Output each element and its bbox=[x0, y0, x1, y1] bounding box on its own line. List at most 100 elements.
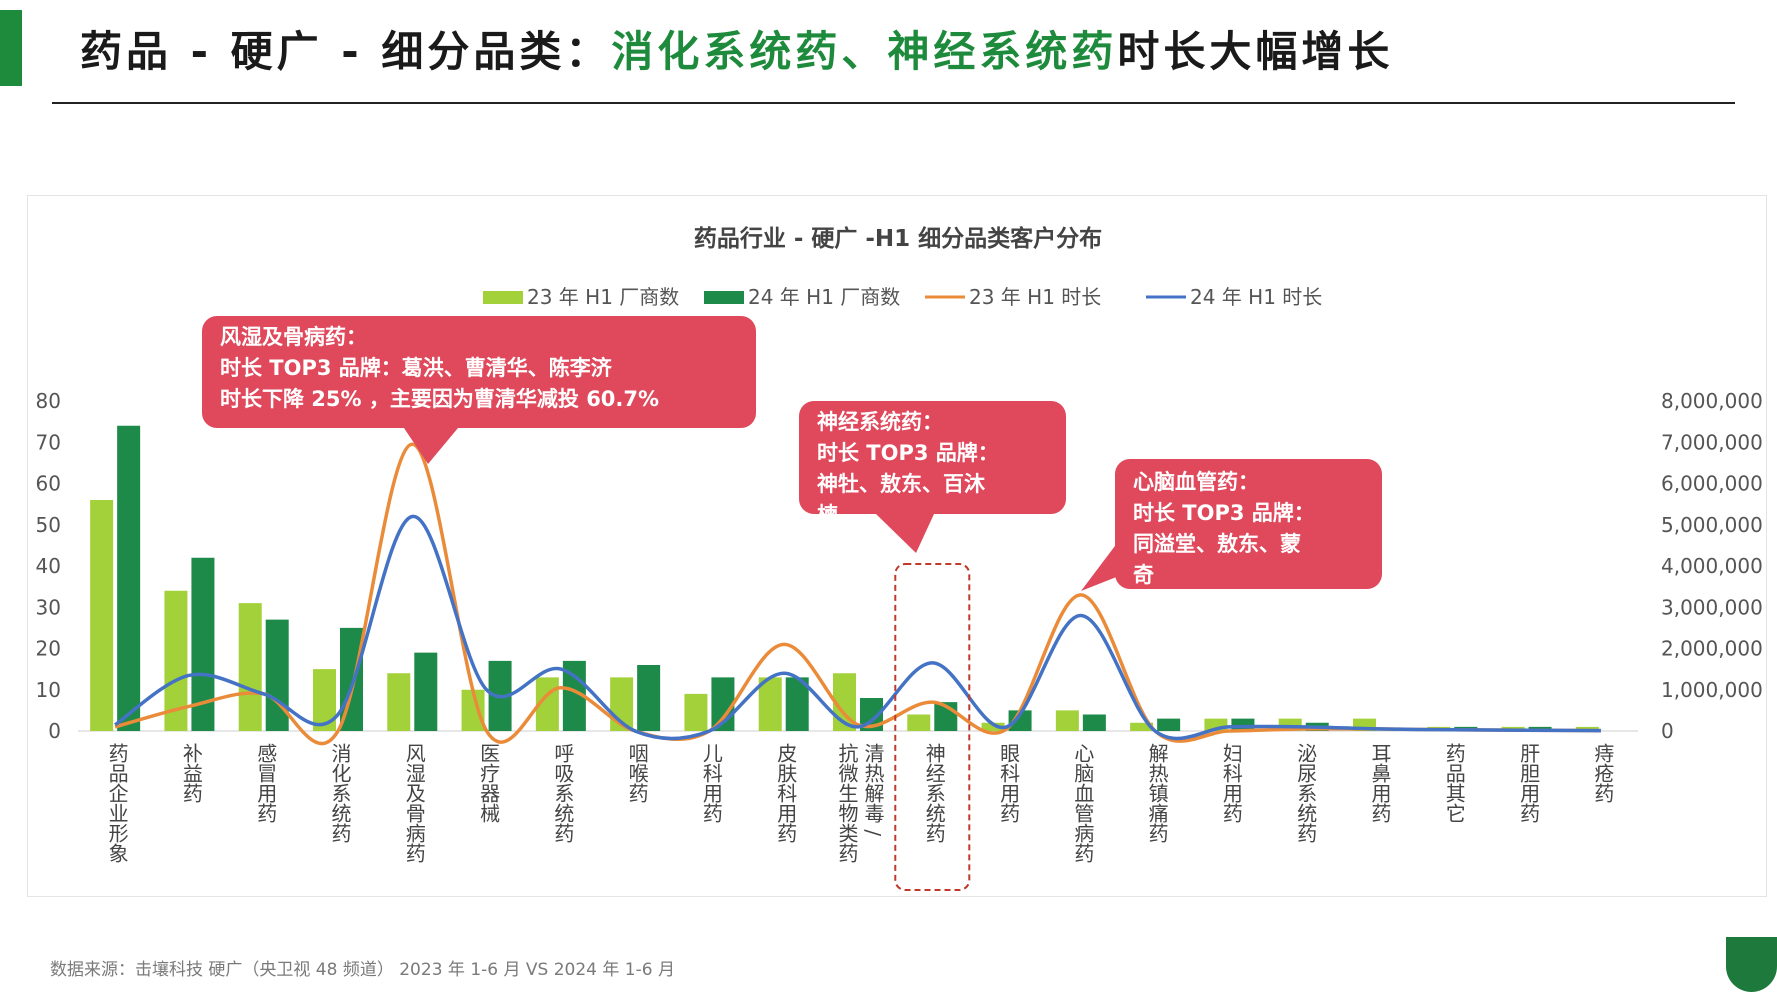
category-label: 清热解毒 / bbox=[861, 743, 885, 837]
right-axis-tick: 7,000,000 bbox=[1661, 430, 1763, 454]
category-label: 眼科用药 bbox=[997, 743, 1021, 823]
category-label: 药品企业形象 bbox=[105, 743, 129, 863]
right-axis-tick: 1,000,000 bbox=[1661, 678, 1763, 702]
bar-23-h1 bbox=[1130, 722, 1154, 731]
bar-23-h1 bbox=[684, 693, 708, 731]
bar-24-h1 bbox=[785, 677, 809, 731]
callout-box bbox=[202, 316, 756, 428]
left-axis-tick: 40 bbox=[36, 554, 61, 578]
page-title-prefix: 药品 - 硬广 - 细分品类： bbox=[80, 27, 612, 76]
data-source-note: 数据来源：击壤科技 硬广（央卫视 48 频道） 2023 年 1-6 月 VS … bbox=[50, 960, 675, 980]
category-label: 儿科用药 bbox=[699, 743, 723, 823]
callout-text: 时长下降 25% ，主要因为曹清华减投 60.7% bbox=[220, 387, 659, 411]
category-label: 皮肤科用药 bbox=[774, 743, 798, 843]
bar-23-h1 bbox=[1055, 710, 1079, 731]
category-label: 神经系统药 bbox=[922, 743, 946, 843]
left-axis-tick: 60 bbox=[36, 472, 61, 496]
callout-text: 神经系统药： bbox=[817, 410, 943, 434]
category-label: 药品其它 bbox=[1442, 743, 1466, 823]
right-axis-tick: 6,000,000 bbox=[1661, 472, 1763, 496]
left-axis-tick: 10 bbox=[36, 678, 61, 702]
category-label: 解热镇痛药 bbox=[1145, 743, 1169, 843]
bar-23-h1 bbox=[907, 714, 931, 731]
category-label: 心脑血管病药 bbox=[1071, 743, 1095, 863]
bar-24-h1 bbox=[191, 557, 215, 731]
left-axis-tick: 50 bbox=[36, 513, 61, 537]
left-axis-tick: 70 bbox=[36, 430, 61, 454]
category-label: 泌尿系统药 bbox=[1294, 743, 1318, 843]
callout-text: 楝 bbox=[817, 503, 838, 527]
bar-24-h1 bbox=[637, 665, 661, 731]
category-label: 妇科用药 bbox=[1219, 743, 1243, 823]
title-divider bbox=[52, 102, 1735, 104]
callout-text: 时长 TOP3 品牌：葛洪、曹清华、陈李济 bbox=[220, 356, 613, 380]
legend-swatch-2 bbox=[704, 291, 744, 304]
legend-swatch-1 bbox=[483, 291, 523, 304]
left-axis-tick: 30 bbox=[36, 595, 61, 619]
line-24-h1-duration bbox=[114, 514, 1601, 741]
category-label: 风湿及骨病药 bbox=[402, 743, 426, 863]
right-axis-tick: 8,000,000 bbox=[1661, 389, 1763, 413]
chart-container: 药品行业 - 硬广 -H1 细分品类客户分布 23 年 H1 厂商数 24 年 H1… bbox=[27, 195, 1767, 897]
bar-24-h1 bbox=[1157, 718, 1181, 731]
legend-label-4: 24 年 H1 时长 bbox=[1190, 285, 1322, 309]
callout-text: 心脑血管药： bbox=[1133, 470, 1259, 494]
category-label: 补益药 bbox=[179, 743, 203, 803]
category-label: 医疗器械 bbox=[477, 743, 501, 823]
legend-label-1: 23 年 H1 厂商数 bbox=[527, 285, 679, 309]
page-title-highlight: 消化系统药、神经系统药 bbox=[611, 27, 1118, 76]
callout-box bbox=[1115, 459, 1382, 589]
chart-title: 药品行业 - 硬广 -H1 细分品类客户分布 bbox=[694, 225, 1102, 252]
callout-text: 同溢堂、敖东、蒙 bbox=[1133, 532, 1301, 556]
bar-23-h1 bbox=[164, 590, 188, 731]
bar-23-h1 bbox=[387, 673, 411, 731]
category-label: 肝胆用药 bbox=[1517, 743, 1541, 823]
page-title: 药品 - 硬广 - 细分品类：消化系统药、神经系统药时长大幅增长 bbox=[80, 18, 1393, 79]
callout-box bbox=[799, 401, 1066, 514]
bar-24-h1 bbox=[117, 425, 141, 731]
callout-text: 风湿及骨病药： bbox=[220, 325, 367, 349]
highlight-box-neuro bbox=[894, 563, 971, 891]
right-axis-tick: 4,000,000 bbox=[1661, 554, 1763, 578]
category-label: 耳鼻用药 bbox=[1368, 743, 1392, 823]
bar-24-h1 bbox=[562, 660, 586, 731]
bar-23-h1 bbox=[238, 603, 262, 731]
corner-decoration bbox=[1726, 937, 1777, 992]
left-axis-tick: 0 bbox=[48, 719, 61, 743]
bar-23-h1 bbox=[758, 677, 782, 731]
left-axis-tick: 80 bbox=[36, 389, 61, 413]
line-23-h1-duration bbox=[114, 442, 1601, 746]
category-label: 痔疮药 bbox=[1591, 743, 1615, 803]
bar-24-h1 bbox=[1082, 714, 1106, 731]
page-title-suffix: 时长大幅增长 bbox=[1117, 27, 1394, 76]
right-axis-tick: 0 bbox=[1661, 719, 1674, 743]
callout-pointer bbox=[404, 428, 458, 464]
category-label: 感冒用药 bbox=[254, 743, 278, 823]
bar-24-h1 bbox=[265, 619, 289, 731]
left-axis-tick: 20 bbox=[36, 637, 61, 661]
callout-text: 奇 bbox=[1133, 563, 1154, 587]
bar-23-h1 bbox=[90, 500, 114, 731]
callout-text: 神牡、敖东、百沐 bbox=[817, 472, 985, 496]
right-axis-tick: 5,000,000 bbox=[1661, 513, 1763, 537]
chart-svg: 药品行业 - 硬广 -H1 细分品类客户分布 23 年 H1 厂商数 24 年 H1… bbox=[36, 225, 1763, 891]
category-label: 呼吸系统药 bbox=[551, 743, 575, 843]
legend-label-2: 24 年 H1 厂商数 bbox=[748, 285, 900, 309]
callout-text: 时长 TOP3 品牌： bbox=[817, 441, 999, 465]
category-label: 咽喉药 bbox=[625, 743, 649, 803]
bar-24-h1 bbox=[1008, 710, 1032, 731]
callout-pointer bbox=[1081, 534, 1124, 591]
bar-23-h1 bbox=[313, 669, 336, 731]
bar-24-h1 bbox=[340, 627, 363, 731]
callout-text: 时长 TOP3 品牌： bbox=[1133, 501, 1315, 525]
right-axis-tick: 3,000,000 bbox=[1661, 595, 1763, 619]
right-axis-tick: 2,000,000 bbox=[1661, 637, 1763, 661]
bar-23-h1 bbox=[981, 722, 1005, 731]
callout-pointer bbox=[876, 514, 934, 553]
category-label: 抗微生物类药 bbox=[835, 743, 859, 863]
title-accent-bar bbox=[0, 10, 22, 86]
bar-24-h1 bbox=[414, 652, 438, 731]
category-label: 消化系统药 bbox=[328, 743, 352, 843]
bar-23-h1 bbox=[461, 689, 485, 731]
legend-label-3: 23 年 H1 时长 bbox=[969, 285, 1101, 309]
